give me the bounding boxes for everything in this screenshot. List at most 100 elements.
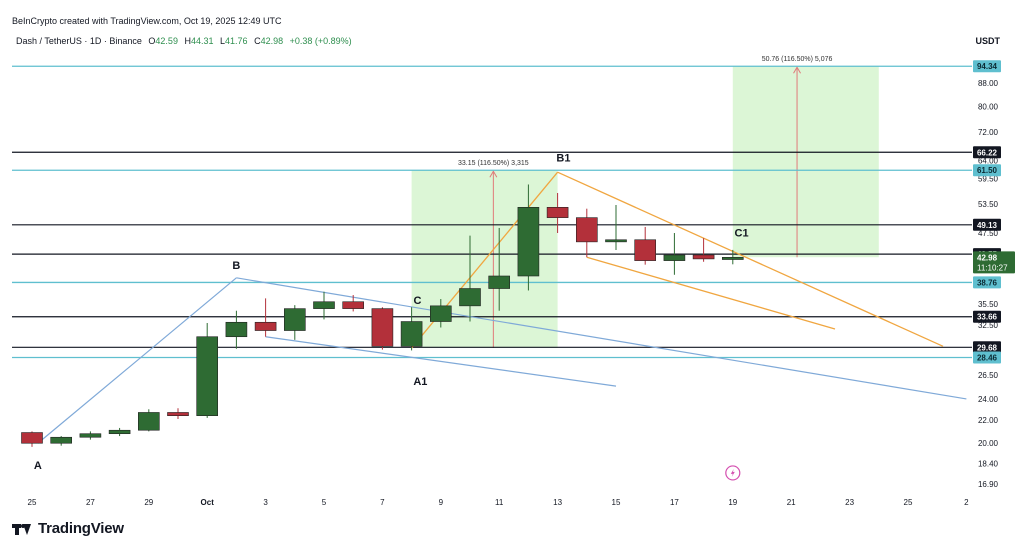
target-arrowhead-0 [489, 170, 498, 178]
level-tag-0 [973, 60, 1001, 73]
axes-layer: 88.00 80.00 72.00 64.00 59.50 53.50 47.50 35.50… [28, 60, 1015, 507]
open-value: 42.59 [155, 36, 178, 46]
x-tick-label-14: 23 [845, 498, 854, 507]
current-price-tag [973, 251, 1015, 274]
pattern-point-a1: A1 [413, 376, 427, 388]
low-value: 41.76 [225, 36, 248, 46]
candle-body-5 [167, 412, 189, 417]
level-tag-label-1: 66.22 [977, 148, 998, 157]
candle-body-16 [488, 275, 511, 289]
candle-body-17 [517, 207, 540, 277]
pattern-point-b1: B1 [556, 152, 570, 164]
candle-body-10 [313, 301, 335, 309]
y-tick-label-0: 88.00 [978, 79, 999, 88]
high-value: 44.31 [190, 36, 214, 46]
lightning-glyph [730, 468, 735, 477]
current-price-label: 42.98 [977, 253, 998, 262]
x-tick-label-12: 19 [728, 498, 737, 507]
candle-body-13 [400, 321, 423, 347]
low-label: L [220, 36, 226, 46]
candle-body-0 [21, 432, 43, 444]
candle-body-11 [342, 301, 365, 309]
countdown-label: 11:10:27 [977, 263, 1008, 272]
y-tick-label-11: 22.00 [978, 416, 999, 425]
blue-trendline-1 [236, 277, 967, 400]
x-tick-label-8: 11 [495, 498, 504, 507]
pattern-point-a: A [34, 460, 42, 472]
tradingview-icon [12, 522, 32, 536]
candle-body-1 [50, 436, 73, 444]
y-tick-label-2: 72.00 [978, 128, 999, 137]
x-tick-label-3: Oct [201, 498, 215, 507]
y-tick-label-3: 64.00 [978, 157, 999, 166]
x-tick-label-13: 21 [787, 498, 796, 507]
blue-trendline-2 [265, 336, 617, 387]
candle-body-18 [546, 207, 569, 218]
change-value: +0.38 (+0.89%) [289, 36, 352, 46]
y-tick-label-10: 24.00 [978, 395, 999, 404]
target-arrowhead-1 [793, 66, 801, 74]
candle-body-24 [721, 257, 744, 260]
chart-credit: BeInCrypto created with TradingView.com,… [12, 16, 282, 26]
candle-body-3 [108, 429, 131, 435]
level-tag-8 [973, 351, 1001, 364]
candle-body-7 [225, 321, 248, 338]
level-tag-label-5: 38.76 [977, 278, 998, 287]
y-tick-label-5: 53.50 [978, 200, 999, 209]
y-tick-label-14: 16.90 [978, 480, 999, 489]
candle-body-12 [371, 308, 394, 347]
candle-body-2 [79, 433, 102, 438]
pattern-point-c: C [413, 295, 421, 307]
brand-name: TradingView [38, 520, 124, 537]
pattern-point-b: B [232, 260, 240, 272]
candle-body-22 [663, 254, 686, 261]
candle-body-6 [196, 336, 218, 417]
candle-body-15 [459, 288, 481, 307]
x-tick-label-2: 29 [144, 498, 153, 507]
candle-body-21 [634, 239, 657, 261]
x-tick-label-11: 17 [670, 498, 679, 507]
candles-layer [21, 184, 744, 447]
y-tick-label-8: 32.50 [978, 321, 999, 330]
candle-body-4 [138, 412, 160, 431]
y-tick-label-9: 26.50 [978, 371, 999, 380]
y-tick-label-13: 18.40 [978, 460, 999, 469]
candle-body-20 [605, 239, 627, 243]
x-tick-label-7: 9 [439, 498, 444, 507]
open-label: O [148, 36, 156, 46]
level-tag-3 [973, 218, 1001, 231]
x-tick-label-0: 25 [28, 498, 37, 507]
level-tag-label-3: 49.13 [977, 221, 998, 230]
candle-body-14 [429, 305, 452, 322]
x-tick-label-1: 27 [86, 498, 95, 507]
y-tick-label-12: 20.00 [978, 439, 999, 448]
y-tick-label-6: 47.50 [978, 229, 999, 238]
pattern-points-layer: A B C A1 B1 C1 [34, 152, 749, 481]
x-tick-label-6: 7 [380, 498, 385, 507]
y-tick-label-7: 35.50 [978, 300, 999, 309]
level-tag-label-0: 94.34 [977, 62, 998, 71]
target-label-0: 33.15 (116.50%) 3,315 [458, 160, 529, 167]
x-tick-label-4: 3 [263, 498, 268, 507]
pattern-point-c1: C1 [735, 228, 749, 240]
x-tick-label-5: 5 [322, 498, 327, 507]
orange-trendline-2 [586, 256, 836, 330]
level-tag-2 [973, 164, 1001, 177]
high-label: H [184, 36, 191, 46]
y-tick-label-4: 59.50 [978, 174, 999, 183]
x-tick-label-15: 25 [904, 498, 913, 507]
x-tick-label-16: 2 [964, 498, 969, 507]
close-label: C [254, 36, 261, 46]
x-tick-label-10: 15 [612, 498, 621, 507]
level-tag-6 [973, 310, 1001, 323]
currency-label[interactable]: USDT [975, 36, 1001, 46]
candle-body-9 [283, 308, 306, 331]
tradingview-logo[interactable]: TradingView [12, 520, 124, 537]
target-label-1: 50.76 (116.50%) 5,076 [762, 56, 833, 63]
symbol-legend: Dash / TetherUS · 1D · Binance O42.59 H4… [16, 36, 352, 46]
level-tag-5 [973, 276, 1001, 289]
level-tag-label-2: 61.50 [977, 166, 998, 175]
level-tag-label-7: 29.68 [977, 343, 998, 352]
symbol-name[interactable]: Dash / TetherUS · 1D · Binance [16, 36, 142, 46]
